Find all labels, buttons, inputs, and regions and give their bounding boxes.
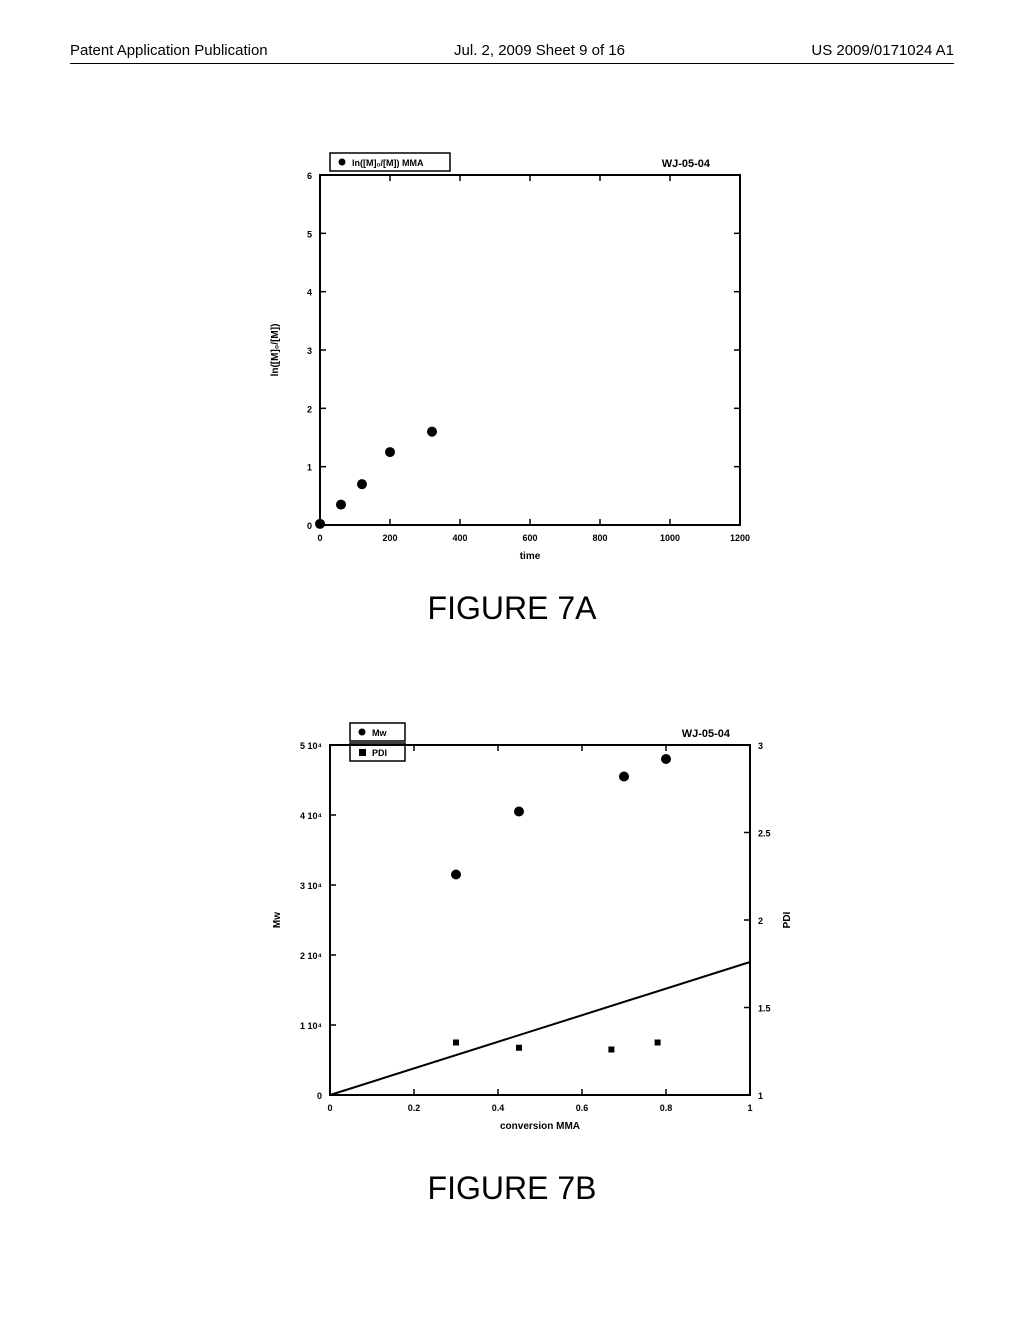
- svg-text:1: 1: [758, 1091, 763, 1101]
- figure-7a-caption: FIGURE 7A: [0, 590, 1024, 627]
- svg-text:time: time: [520, 551, 541, 562]
- svg-text:4: 4: [307, 288, 312, 298]
- svg-text:3: 3: [307, 346, 312, 356]
- svg-text:WJ-05-04: WJ-05-04: [682, 728, 731, 740]
- svg-text:800: 800: [592, 533, 607, 543]
- svg-text:2.5: 2.5: [758, 829, 771, 839]
- svg-text:3: 3: [758, 741, 763, 751]
- svg-text:1 10⁴: 1 10⁴: [300, 1021, 322, 1031]
- svg-text:1: 1: [307, 463, 312, 473]
- svg-text:1200: 1200: [730, 533, 750, 543]
- chart-figure-7b: 0 0.2 0.4 0.6 0.8 1 0 1 10⁴ 2 10⁴ 3 10⁴ 4 10⁴ 5 10⁴…: [260, 720, 820, 1145]
- svg-text:Mw: Mw: [272, 912, 283, 928]
- svg-text:0: 0: [307, 521, 312, 531]
- header-right: US 2009/0171024 A1: [811, 42, 954, 59]
- svg-text:conversion MMA: conversion MMA: [500, 1121, 580, 1132]
- svg-text:WJ-05-04: WJ-05-04: [662, 158, 711, 170]
- svg-text:Mw: Mw: [372, 728, 387, 738]
- svg-text:2: 2: [758, 916, 763, 926]
- svg-text:4 10⁴: 4 10⁴: [300, 811, 322, 821]
- chart-7b-svg: 0 0.2 0.4 0.6 0.8 1 0 1 10⁴ 2 10⁴ 3 10⁴ 4 10⁴ 5 10⁴…: [260, 720, 820, 1140]
- svg-text:400: 400: [452, 533, 467, 543]
- figure-7b-caption: FIGURE 7B: [0, 1170, 1024, 1207]
- svg-text:0.2: 0.2: [408, 1103, 421, 1113]
- page-header: Patent Application Publication Jul. 2, 2…: [70, 42, 954, 64]
- svg-text:2 10⁴: 2 10⁴: [300, 951, 322, 961]
- svg-text:PDI: PDI: [782, 911, 793, 928]
- svg-text:3 10⁴: 3 10⁴: [300, 881, 322, 891]
- svg-text:PDI: PDI: [372, 748, 387, 758]
- svg-text:0: 0: [317, 533, 322, 543]
- header-left: Patent Application Publication: [70, 42, 268, 59]
- header-center: Jul. 2, 2009 Sheet 9 of 16: [454, 42, 625, 59]
- svg-text:0: 0: [317, 1091, 322, 1101]
- svg-text:5 10⁴: 5 10⁴: [300, 741, 322, 751]
- svg-text:ln([M]₀/[M]) MMA: ln([M]₀/[M]) MMA: [352, 158, 424, 168]
- svg-text:1: 1: [747, 1103, 752, 1113]
- svg-text:6: 6: [307, 171, 312, 181]
- svg-text:0.6: 0.6: [576, 1103, 589, 1113]
- svg-text:600: 600: [522, 533, 537, 543]
- svg-text:ln([M]₀/[M]): ln([M]₀/[M]): [270, 324, 281, 377]
- chart-7a-svg: 0 200 400 600 800 1000 1200 0 1 2 3 4 5 6 time ln([M]₀/…: [260, 150, 780, 570]
- svg-text:0: 0: [327, 1103, 332, 1113]
- svg-text:5: 5: [307, 229, 312, 239]
- chart-figure-7a: 0 200 400 600 800 1000 1200 0 1 2 3 4 5 6 time ln([M]₀/…: [260, 150, 780, 575]
- svg-text:200: 200: [382, 533, 397, 543]
- svg-text:1.5: 1.5: [758, 1004, 771, 1014]
- svg-text:0.8: 0.8: [660, 1103, 673, 1113]
- svg-text:0.4: 0.4: [492, 1103, 505, 1113]
- svg-text:2: 2: [307, 404, 312, 414]
- svg-text:1000: 1000: [660, 533, 680, 543]
